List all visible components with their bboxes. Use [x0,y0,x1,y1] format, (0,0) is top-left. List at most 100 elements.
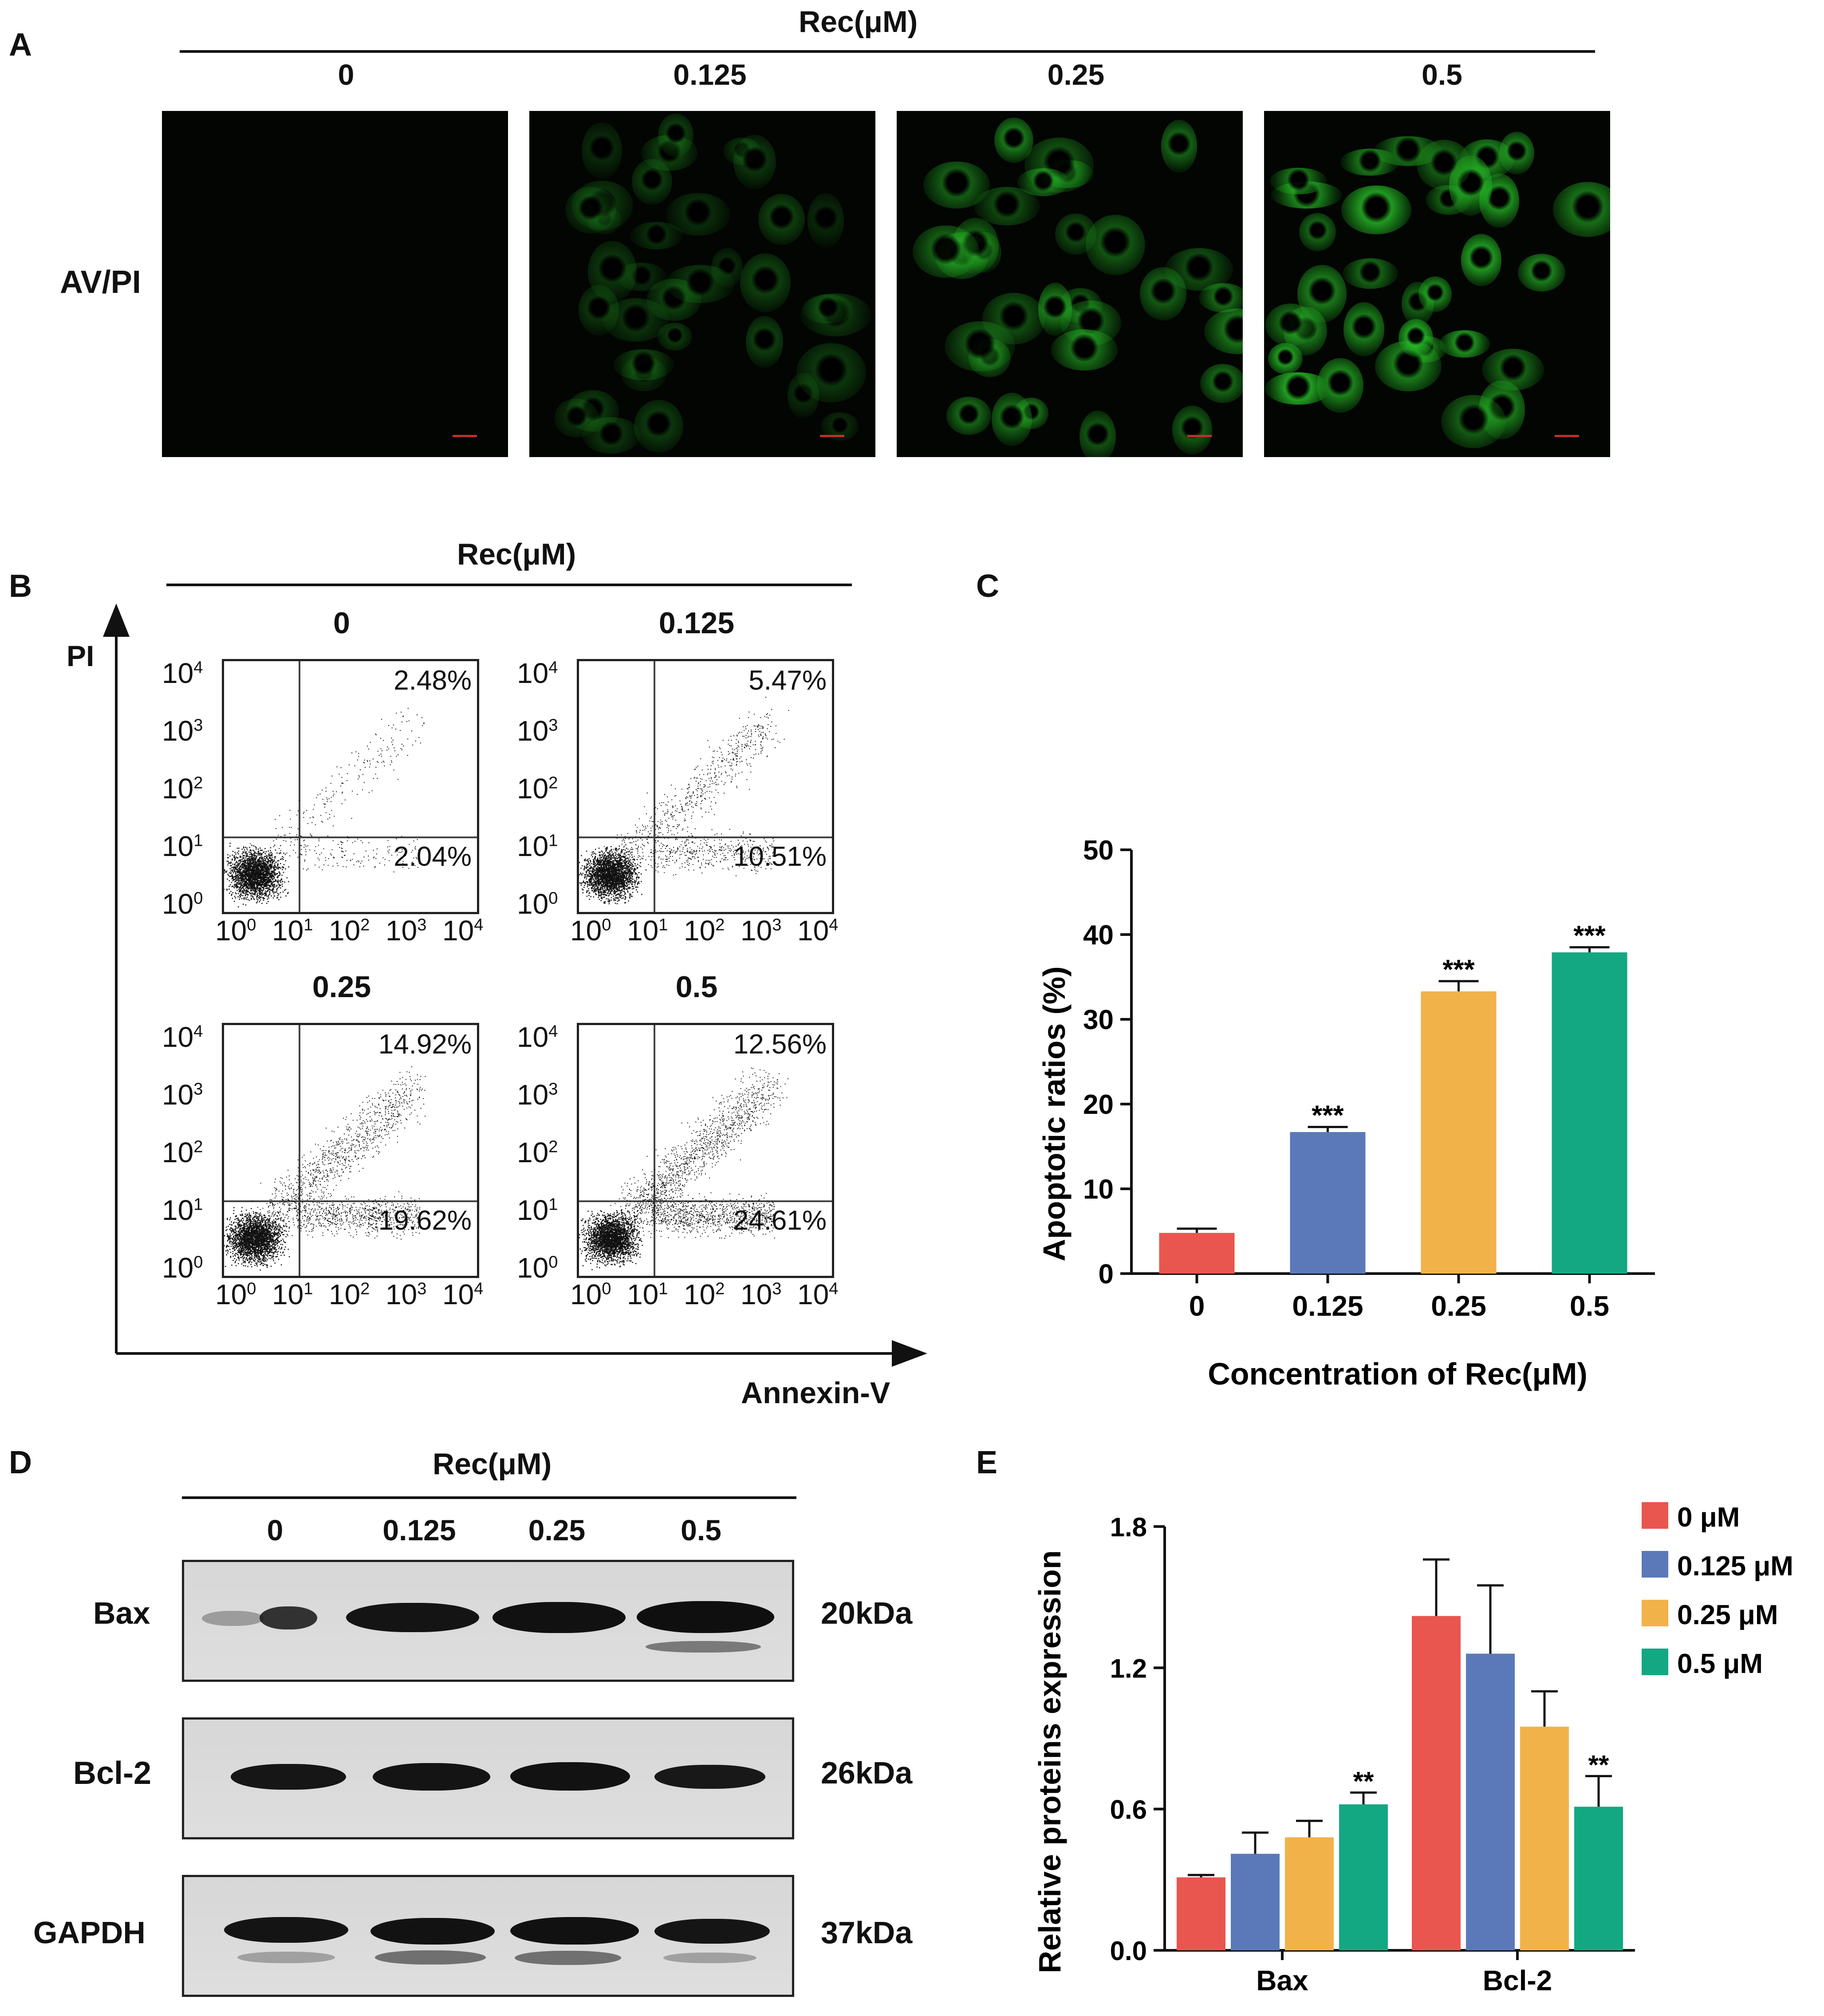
gate-line-horizontal [224,1200,477,1202]
fluorescent-cell [1499,131,1535,174]
x-tick-label: 102 [329,1278,370,1311]
bar [1520,1726,1569,1950]
fluorescent-cell [1198,283,1243,313]
flow-scatter-dots [579,1067,788,1270]
fluorescent-cell [758,193,805,245]
size-label-bax: 20kDa [821,1596,913,1630]
tick-exponent: 0 [548,889,558,908]
y-tick-label: 10 [1083,1174,1114,1205]
bar [1466,1653,1515,1950]
size-label-bcl2: 26kDa [821,1756,913,1790]
y-tick-label: 0.0 [1110,1936,1147,1966]
legend-label: 0.125 μM [1677,1551,1793,1582]
gate-line-horizontal [224,836,477,838]
y-tick-label: 0.6 [1110,1795,1147,1825]
tick-base: 10 [329,915,361,947]
flow-scatter-dots [579,697,789,904]
panel-d-treatment-label: Rec(μM) [433,1447,552,1481]
x-tick-label: 103 [741,1278,781,1311]
x-tick-label: 104 [797,914,838,947]
y-tick-label: 40 [1083,920,1114,951]
tick-exponent: 0 [602,915,611,935]
y-tick-label: 20 [1083,1089,1114,1120]
x-tick-label: 100 [570,1278,611,1311]
tick-exponent: 3 [772,1279,782,1298]
panel-label-a: A [9,27,32,63]
tick-base: 10 [517,888,549,920]
fluorescent-cell [733,134,776,189]
tick-base: 10 [162,1079,194,1111]
flow-plot: 14.92% 19.62% [222,1023,479,1278]
gate-line-horizontal [579,1200,832,1202]
x-tick-label: 0 [1189,1290,1205,1322]
western-blot-gapdh [182,1875,794,1997]
tick-exponent: 4 [548,1022,558,1041]
y-tick-label: 104 [517,657,558,690]
fluorescent-cell [1172,405,1213,454]
tick-exponent: 4 [193,1022,203,1041]
apoptotic-ratio-chart: 0 10 20 30 40 50 0 0.125 0.25 0.5 *** *** *** Apopt… [1037,835,1655,1391]
fluorescent-cell [946,397,992,435]
gate-line-vertical [654,661,655,912]
fluorescent-cell [565,186,616,233]
y-tick-label: 1.2 [1110,1653,1147,1683]
tick-base: 10 [162,1021,194,1053]
fluorescent-cell [913,225,979,278]
tick-base: 10 [627,915,659,947]
pi-axis-label: PI [67,639,95,672]
panel-b-axes-arrows [103,604,927,1367]
tick-base: 10 [517,1136,549,1168]
y-tick-label: 103 [162,1078,203,1111]
y-tick-label: 1.8 [1110,1512,1147,1542]
size-label-gapdh: 37kDa [821,1915,913,1950]
bar [1290,1132,1366,1274]
y-tick-label: 102 [517,772,558,805]
y-tick-label: 103 [162,714,203,747]
tick-base: 10 [386,915,418,947]
fluorescent-cell [1341,185,1411,235]
fluorescent-cell [1553,182,1610,237]
microscopy-image-0 [162,111,508,457]
tick-base: 10 [162,1252,194,1284]
bar [1339,1804,1388,1950]
scale-bar [1187,435,1212,437]
tick-exponent: 3 [772,915,782,935]
x-tick-label: 104 [442,1278,483,1311]
tick-exponent: 2 [715,915,725,935]
tick-exponent: 2 [548,773,558,793]
fluorescent-cell [746,316,784,368]
panel-d-conc-1: 0.125 [382,1514,456,1547]
y-tick-label: 100 [517,1251,558,1284]
tick-exponent: 0 [247,915,256,935]
tick-base: 10 [517,1252,549,1284]
flow-plot: 2.48% 2.04% [222,659,479,914]
lower-right-quadrant-percentage: 19.62% [378,1205,472,1236]
y-tick-label: 101 [162,830,203,863]
x-tick-label: 101 [272,1278,313,1311]
x-tick-label: 103 [386,914,426,947]
flow-plot: 5.47% 10.51% [577,659,834,914]
scale-bar [453,435,477,437]
fluorescent-cell [1481,349,1544,391]
x-tick-label: 0.5 [1570,1290,1609,1322]
tick-exponent: 0 [193,1253,203,1272]
y-tick-label: 104 [517,1021,558,1053]
y-tick-label: 101 [517,1194,558,1227]
flow-scatter-dots [224,1066,426,1271]
scale-bar [820,435,844,437]
tick-exponent: 3 [417,1279,427,1298]
panel-b-treatment-label: Rec(μM) [457,537,576,571]
tick-base: 10 [162,657,194,689]
x-tick-label: 102 [329,914,370,947]
fluorescent-cell [1051,329,1118,371]
fluorescent-cell [1161,120,1198,173]
gate-line-vertical [299,661,300,912]
panel-b-bracket [166,584,852,586]
fluorescent-cell [582,417,640,454]
x-tick-label: 103 [741,914,781,947]
flow-plot: 12.56% 24.61% [577,1023,834,1278]
tick-exponent: 1 [193,831,203,850]
tick-base: 10 [517,1079,549,1111]
tick-base: 10 [162,1194,194,1226]
bar [1552,952,1627,1274]
